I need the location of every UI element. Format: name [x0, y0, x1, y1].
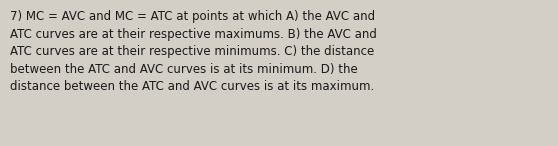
Text: 7) MC = AVC and MC = ATC at points at which A) the AVC and
ATC curves are at the: 7) MC = AVC and MC = ATC at points at wh… — [10, 10, 377, 93]
